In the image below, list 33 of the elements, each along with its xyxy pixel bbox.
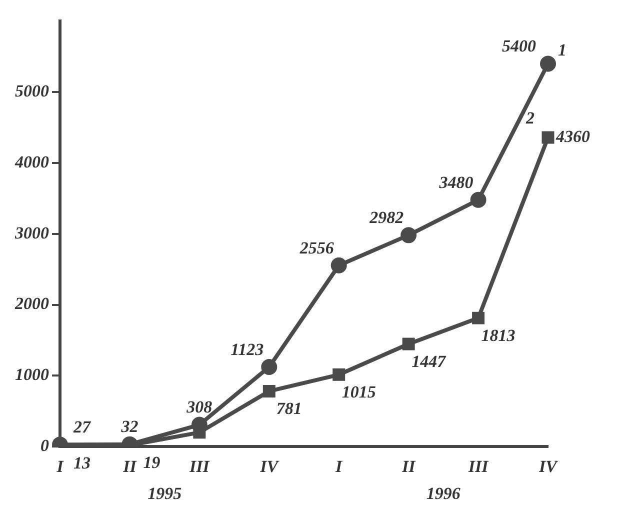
x-tick-label: I (334, 457, 344, 476)
data-label: 5400 (502, 36, 536, 56)
data-label: 13 (74, 454, 91, 473)
x-tick-label: IV (259, 457, 280, 476)
y-tick-label: 0 (40, 436, 50, 455)
x-tick-label: IV (538, 457, 559, 476)
y-tick-label: 2000 (14, 294, 50, 314)
series-label: 1 (558, 40, 566, 60)
x-tick-label: III (467, 457, 490, 476)
text: 1996 (426, 484, 461, 503)
y-tick-label: 3000 (14, 223, 50, 242)
x-tick-label: II (400, 457, 417, 476)
data-label: 3480 (438, 172, 474, 192)
data-label: 4360 (555, 126, 590, 146)
data-label: 308 (186, 398, 213, 417)
data-label: 1813 (481, 326, 516, 345)
y-tick-label: 5000 (15, 81, 50, 100)
series-label: 2 (525, 108, 535, 128)
data-label: 19 (143, 453, 161, 472)
text: 1995 (148, 484, 182, 503)
x-tick-label: I (56, 457, 65, 476)
data-label: 1447 (412, 352, 448, 371)
data-label: 2982 (368, 208, 404, 228)
data-label: 32 (120, 417, 139, 436)
y-tick-label: 1000 (15, 365, 50, 384)
y-tick-label: 4000 (14, 152, 50, 172)
x-tick-label: III (188, 457, 211, 476)
data-label: 1015 (342, 382, 376, 402)
data-label: 781 (276, 399, 302, 418)
x-tick-label: II (122, 457, 138, 476)
data-label: 27 (72, 418, 92, 437)
data-label: 1123 (230, 340, 264, 359)
data-label: 2556 (298, 238, 334, 258)
